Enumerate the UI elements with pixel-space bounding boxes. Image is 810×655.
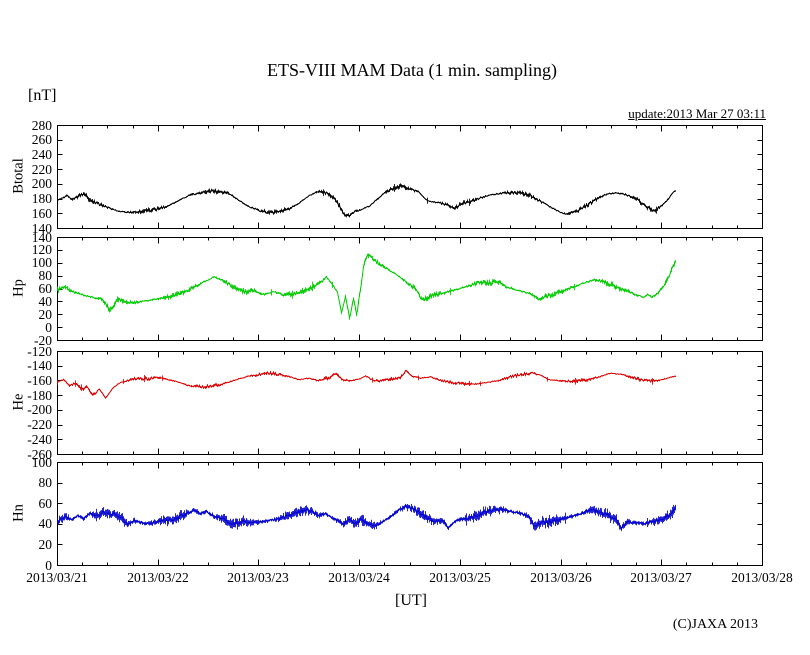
update-timestamp: update:2013 Mar 27 03:11 bbox=[628, 106, 766, 121]
y-tick-label: -140 bbox=[27, 358, 52, 373]
y-tick-label: 140 bbox=[31, 230, 52, 245]
y-tick-label: 140 bbox=[31, 221, 52, 236]
x-tick-label: 2013/03/22 bbox=[127, 570, 189, 585]
y-tick-label: 120 bbox=[31, 242, 52, 257]
panel-label-btotal: Btotal bbox=[10, 158, 27, 194]
y-tick-label: 40 bbox=[38, 516, 53, 531]
copyright: (C)JAXA 2013 bbox=[672, 617, 758, 632]
x-tick-label: 2013/03/28 bbox=[731, 570, 793, 585]
y-tick-label: 180 bbox=[31, 191, 52, 206]
y-tick-label: -160 bbox=[27, 373, 52, 388]
panel-label-hp: Hp bbox=[10, 279, 27, 297]
y-tick-label: 20 bbox=[38, 537, 53, 552]
panel-label-hn: Hn bbox=[10, 504, 27, 522]
x-tick-label: 2013/03/21 bbox=[26, 570, 88, 585]
y-tick-label: 100 bbox=[31, 255, 52, 270]
y-unit-label: [nT] bbox=[28, 87, 57, 104]
y-tick-label: -120 bbox=[27, 344, 52, 359]
y-tick-label: -240 bbox=[27, 432, 52, 447]
y-tick-label: 60 bbox=[38, 281, 53, 296]
y-tick-label: 0 bbox=[45, 558, 52, 573]
panel-label-he: He bbox=[10, 393, 27, 411]
y-tick-label: 280 bbox=[31, 118, 52, 133]
x-tick-label: 2013/03/25 bbox=[429, 570, 491, 585]
x-tick-label: 2013/03/26 bbox=[530, 570, 592, 585]
y-tick-label: -180 bbox=[27, 388, 52, 403]
chart-title: ETS-VIII MAM Data (1 min. sampling) bbox=[267, 60, 557, 80]
x-tick-label: 2013/03/27 bbox=[630, 570, 692, 585]
y-tick-label: -260 bbox=[27, 447, 52, 462]
y-tick-label: 220 bbox=[31, 162, 52, 177]
y-tick-label: -20 bbox=[34, 333, 52, 348]
y-tick-label: -200 bbox=[27, 402, 52, 417]
y-tick-label: 200 bbox=[31, 176, 52, 191]
y-tick-label: 100 bbox=[31, 455, 52, 470]
x-tick-label: 2013/03/24 bbox=[328, 570, 390, 585]
y-tick-label: 0 bbox=[45, 320, 52, 335]
y-tick-label: 260 bbox=[31, 132, 52, 147]
y-tick-label: 20 bbox=[38, 307, 53, 322]
y-tick-label: 40 bbox=[38, 294, 53, 309]
y-tick-label: 240 bbox=[31, 147, 52, 162]
x-tick-label: 2013/03/23 bbox=[227, 570, 289, 585]
x-axis-label: [UT] bbox=[395, 592, 427, 609]
y-tick-label: 80 bbox=[38, 475, 53, 490]
y-tick-label: 160 bbox=[31, 206, 52, 221]
y-tick-label: 60 bbox=[38, 496, 53, 511]
y-tick-label: 80 bbox=[38, 268, 53, 283]
y-tick-label: -220 bbox=[27, 417, 52, 432]
